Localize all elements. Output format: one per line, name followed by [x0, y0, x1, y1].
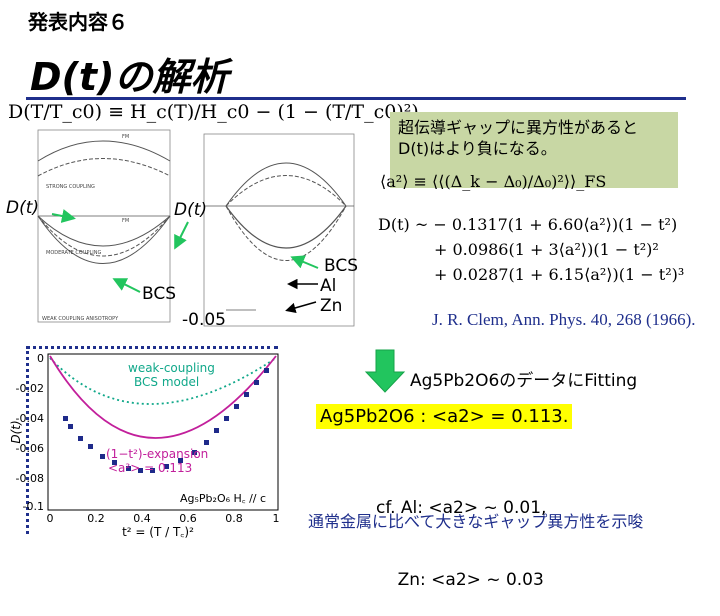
- note-line-1: 超伝導ギャップに異方性があると: [398, 118, 639, 137]
- xtick-3: 0.6: [179, 512, 197, 525]
- expansion-label-1: (1−t²)-expansion: [106, 447, 208, 461]
- expansion-curve: [49, 355, 277, 439]
- ytick-3: -0.06: [16, 442, 44, 455]
- ytick-5: -0.1: [23, 500, 44, 513]
- dotted-separator-vertical: [26, 346, 29, 534]
- arrow-dt-mid: [174, 221, 189, 250]
- value-label-minus005: -0.05: [182, 310, 226, 330]
- left-plot-legend-2: FM: [122, 218, 129, 224]
- left-plot-label-moderate: MODERATE COUPLING: [46, 250, 101, 256]
- bcs-curve: [49, 357, 277, 405]
- ytick-2: -0.04: [16, 412, 44, 425]
- comparison-values: cf. Al: <a2> ~ 0.01, Zn: <a2> ~ 0.03: [376, 448, 546, 616]
- xtick-1: 0.2: [87, 512, 105, 525]
- xtick-0: 0: [47, 512, 54, 525]
- comparison-zn: Zn: <a2> ~ 0.03: [376, 570, 544, 590]
- fitting-arrow: [364, 349, 406, 393]
- ytick-4: -0.08: [16, 472, 44, 485]
- arrow-dt-left: [51, 209, 76, 223]
- bcs-label-2: BCS model: [134, 375, 199, 389]
- clem-plot-middle: [196, 130, 356, 330]
- fit-plot-ylabel: D(t): [9, 420, 23, 443]
- xtick-2: 0.4: [133, 512, 151, 525]
- dt-label-middle: D(t): [174, 200, 208, 220]
- dotted-separator: [26, 346, 278, 349]
- dt-formula-line-2: + 0.0986(1 + 3⟨a²⟩)(1 − t²)²: [434, 240, 659, 259]
- fitting-label: Ag5Pb2O6のデータにFitting: [410, 371, 638, 391]
- note-line-2: D(t)はより負になる。: [398, 139, 557, 158]
- annotation-arrows: [51, 209, 406, 393]
- left-plot-legend-1: FM: [122, 134, 129, 140]
- bcs-al-zn-label: BCS Al Zn: [320, 256, 358, 316]
- anisotropy-definition: ⟨a²⟩ ≡ ⟨⟨(Δ_k − Δ₀)/Δ₀)²⟩⟩_FS: [380, 172, 607, 191]
- ag5pb2o6-fit-plot: 0 -0.02 -0.04 -0.06 -0.08 -0.1 0 0.2 0.4…: [9, 352, 280, 539]
- arrow-zn: [285, 301, 317, 313]
- definition-formula: D(T/T_c0) ≡ H_c(T)/H_c0 − (1 − (T/T_c0)²…: [8, 101, 419, 123]
- fit-plot-xlabel: t² = (T / T꜀)²: [122, 525, 194, 539]
- title-underline: [26, 97, 686, 100]
- bcs-label-1: weak-coupling: [128, 361, 215, 375]
- bcs-label-right: BCS: [324, 256, 359, 276]
- arrow-bcs-right: [290, 255, 319, 269]
- ytick-0: 0: [37, 352, 44, 365]
- comparison-al: cf. Al: <a2> ~ 0.01,: [376, 498, 547, 518]
- conclusion-note: 通常金属に比べて大きなギャップ異方性を示唆: [308, 512, 644, 531]
- left-plot-label-weak: WEAK COUPLING ANISOTROPY: [42, 316, 119, 322]
- clem-plot-left: STRONG COUPLING MODERATE COUPLING WEAK C…: [22, 126, 174, 326]
- dt-formula-line-1: D(t) ~ − 0.1317(1 + 6.60⟨a²⟩)(1 − t²): [378, 215, 678, 234]
- reference: J. R. Clem, Ann. Phys. 40, 268 (1966).: [432, 310, 696, 329]
- zn-label: Zn: [320, 296, 343, 316]
- sample-label: Ag₅Pb₂O₆ H꜀ // c: [180, 492, 266, 505]
- dt-expansion-formula: D(t) ~ − 0.1317(1 + 6.60⟨a²⟩)(1 − t²) + …: [378, 212, 684, 287]
- data-points: [63, 368, 269, 473]
- left-plot-label-strong: STRONG COUPLING: [46, 184, 95, 190]
- slide-title: D(t)の解析: [30, 55, 229, 99]
- bcs-label-left: BCS: [142, 284, 177, 304]
- result-highlight: Ag5Pb2O6 : <a2> = 0.113.: [316, 404, 573, 429]
- note-box: 超伝導ギャップに異方性があると D(t)はより負になる。: [390, 112, 678, 188]
- expansion-label-2: <a²> = 0.113: [108, 461, 192, 475]
- arrow-bcs-left: [112, 278, 141, 293]
- xtick-4: 0.8: [225, 512, 243, 525]
- al-label: Al: [320, 276, 337, 296]
- dt-formula-line-3: + 0.0287(1 + 6.15⟨a²⟩)(1 − t²)³: [434, 265, 685, 284]
- ytick-1: -0.02: [16, 382, 44, 395]
- dt-label-left: D(t): [6, 198, 40, 218]
- slide-kicker: 発表内容６: [28, 10, 128, 34]
- xtick-5: 1: [273, 512, 280, 525]
